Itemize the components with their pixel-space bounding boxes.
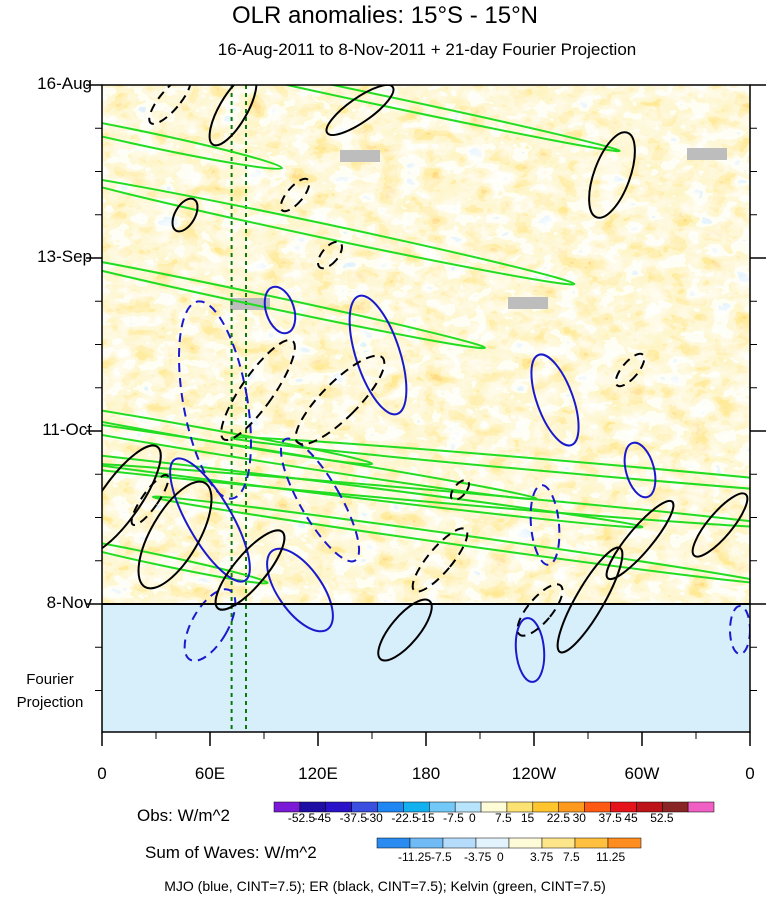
er-contour — [691, 492, 749, 558]
colorbar-tick-label: -3.75 — [464, 850, 492, 864]
mjo-contour — [348, 294, 408, 416]
y-tick-label: 16-Aug — [37, 74, 92, 93]
colorbar-swatch — [541, 837, 576, 849]
er-contour — [325, 85, 395, 136]
kelvin-contour — [102, 174, 576, 286]
colorbar-tick-label: -11.25 — [398, 850, 432, 864]
er-contour — [605, 499, 675, 581]
colorbar-tick-label: 30 — [572, 811, 586, 825]
er-contour — [208, 85, 258, 147]
colorbar-swatch — [475, 837, 510, 849]
er-contour — [377, 598, 433, 662]
x-tick-label: 60E — [194, 764, 226, 783]
colorbar-swatch — [442, 837, 477, 849]
colorbar-swatch — [607, 837, 642, 849]
olr-field — [102, 85, 750, 732]
chart-title: OLR anomalies: 15°S - 15°N — [232, 2, 538, 29]
caption: MJO (blue, CINT=7.5); ER (black, CINT=7.… — [164, 878, 606, 894]
kelvin-contour — [102, 535, 269, 585]
er-contour — [171, 197, 199, 233]
er-contour — [148, 85, 192, 125]
y-tick-label: 11-Oct — [42, 420, 92, 439]
colorbar-swatch — [574, 837, 609, 849]
colorbar-tick-label: 7.5 — [494, 811, 512, 825]
kelvin-contour — [102, 461, 750, 529]
kelvin-contour — [152, 495, 750, 585]
mjo-contour — [279, 437, 361, 563]
colorbars — [273, 801, 715, 849]
colorbar-tick-label: 0 — [469, 811, 476, 825]
colorbar-tick-label: -15 — [417, 811, 435, 825]
kelvin-contour — [139, 85, 621, 153]
er-contour — [130, 474, 170, 526]
kelvin-contour — [102, 110, 284, 170]
er-contour — [588, 131, 636, 219]
x-tick-label: 0 — [745, 764, 755, 783]
forecast-label: Fourier Projection — [16, 671, 84, 711]
colorbar-tick-label: 3.75 — [530, 850, 554, 864]
missing-data-patch — [687, 148, 727, 160]
colorbar-tick-label: -22.5 — [391, 811, 419, 825]
obs-colorbar-title: Obs: W/m^2 — [137, 806, 230, 825]
er-contour — [220, 339, 296, 441]
colorbar-tick-label: 0 — [497, 850, 504, 864]
mjo-contour — [266, 547, 334, 633]
waves-colorbar-title: Sum of Waves: W/m^2 — [145, 843, 317, 862]
chart-subtitle: 16-Aug-2011 to 8-Nov-2011 + 21-day Fouri… — [217, 40, 637, 59]
x-tick-label: 0 — [97, 764, 107, 783]
y-tick-label: 13-Sep — [37, 247, 92, 266]
mjo-contour — [263, 285, 297, 335]
mjo-contour — [623, 441, 657, 499]
er-contour — [317, 240, 343, 270]
mjo-contour — [529, 484, 561, 566]
colorbar-tick-label: 7.5 — [563, 850, 580, 864]
mjo-contour — [729, 605, 750, 655]
colorbar-swatch — [687, 801, 715, 813]
er-contour — [294, 354, 386, 446]
colorbar-tick-label: 37.5 — [598, 811, 622, 825]
er-contour — [137, 480, 213, 590]
colorbar-tick-label: 52.5 — [650, 811, 674, 825]
er-contour — [214, 529, 286, 611]
colorbar-swatch — [409, 837, 444, 849]
er-contour — [411, 527, 469, 593]
mjo-contour — [183, 588, 237, 662]
wave-overlays — [102, 85, 750, 732]
mjo-contour — [514, 617, 546, 683]
y-tick-label: 8-Nov — [46, 593, 92, 612]
x-tick-label: 60W — [624, 764, 660, 783]
axes — [86, 84, 766, 746]
x-tick-label: 120E — [298, 764, 338, 783]
er-contour — [614, 352, 646, 388]
colorbar-tick-label: 15 — [520, 811, 535, 825]
kelvin-contour — [102, 250, 486, 350]
missing-data-patch — [508, 297, 548, 309]
er-contour — [516, 583, 564, 637]
missing-data-patch — [340, 150, 380, 162]
colorbar-tick-label: 11.25 — [596, 850, 626, 864]
x-tick-label: 120W — [511, 764, 557, 783]
mjo-contour — [178, 300, 252, 500]
colorbar-tick-label: -7.5 — [443, 811, 464, 825]
kelvin-contour — [230, 436, 750, 504]
colorbar-swatch — [508, 837, 543, 849]
mjo-contour — [530, 353, 580, 447]
colorbar-tick-label: -45 — [313, 811, 332, 825]
x-tick-label: 180 — [411, 764, 441, 783]
er-contour — [279, 177, 311, 213]
colorbar-tick-label: -52.5 — [287, 811, 316, 825]
colorbar-tick-label: 22.5 — [546, 811, 571, 825]
er-contour — [450, 479, 470, 501]
er-contour — [102, 444, 162, 556]
colorbar-swatch — [376, 837, 411, 849]
colorbar-tick-label: -37.5 — [339, 811, 367, 825]
colorbar-tick-label: 45 — [624, 811, 638, 825]
mjo-contour — [169, 457, 251, 583]
colorbar-tick-label: -7.5 — [431, 850, 452, 864]
colorbar-tick-label: -30 — [365, 811, 383, 825]
